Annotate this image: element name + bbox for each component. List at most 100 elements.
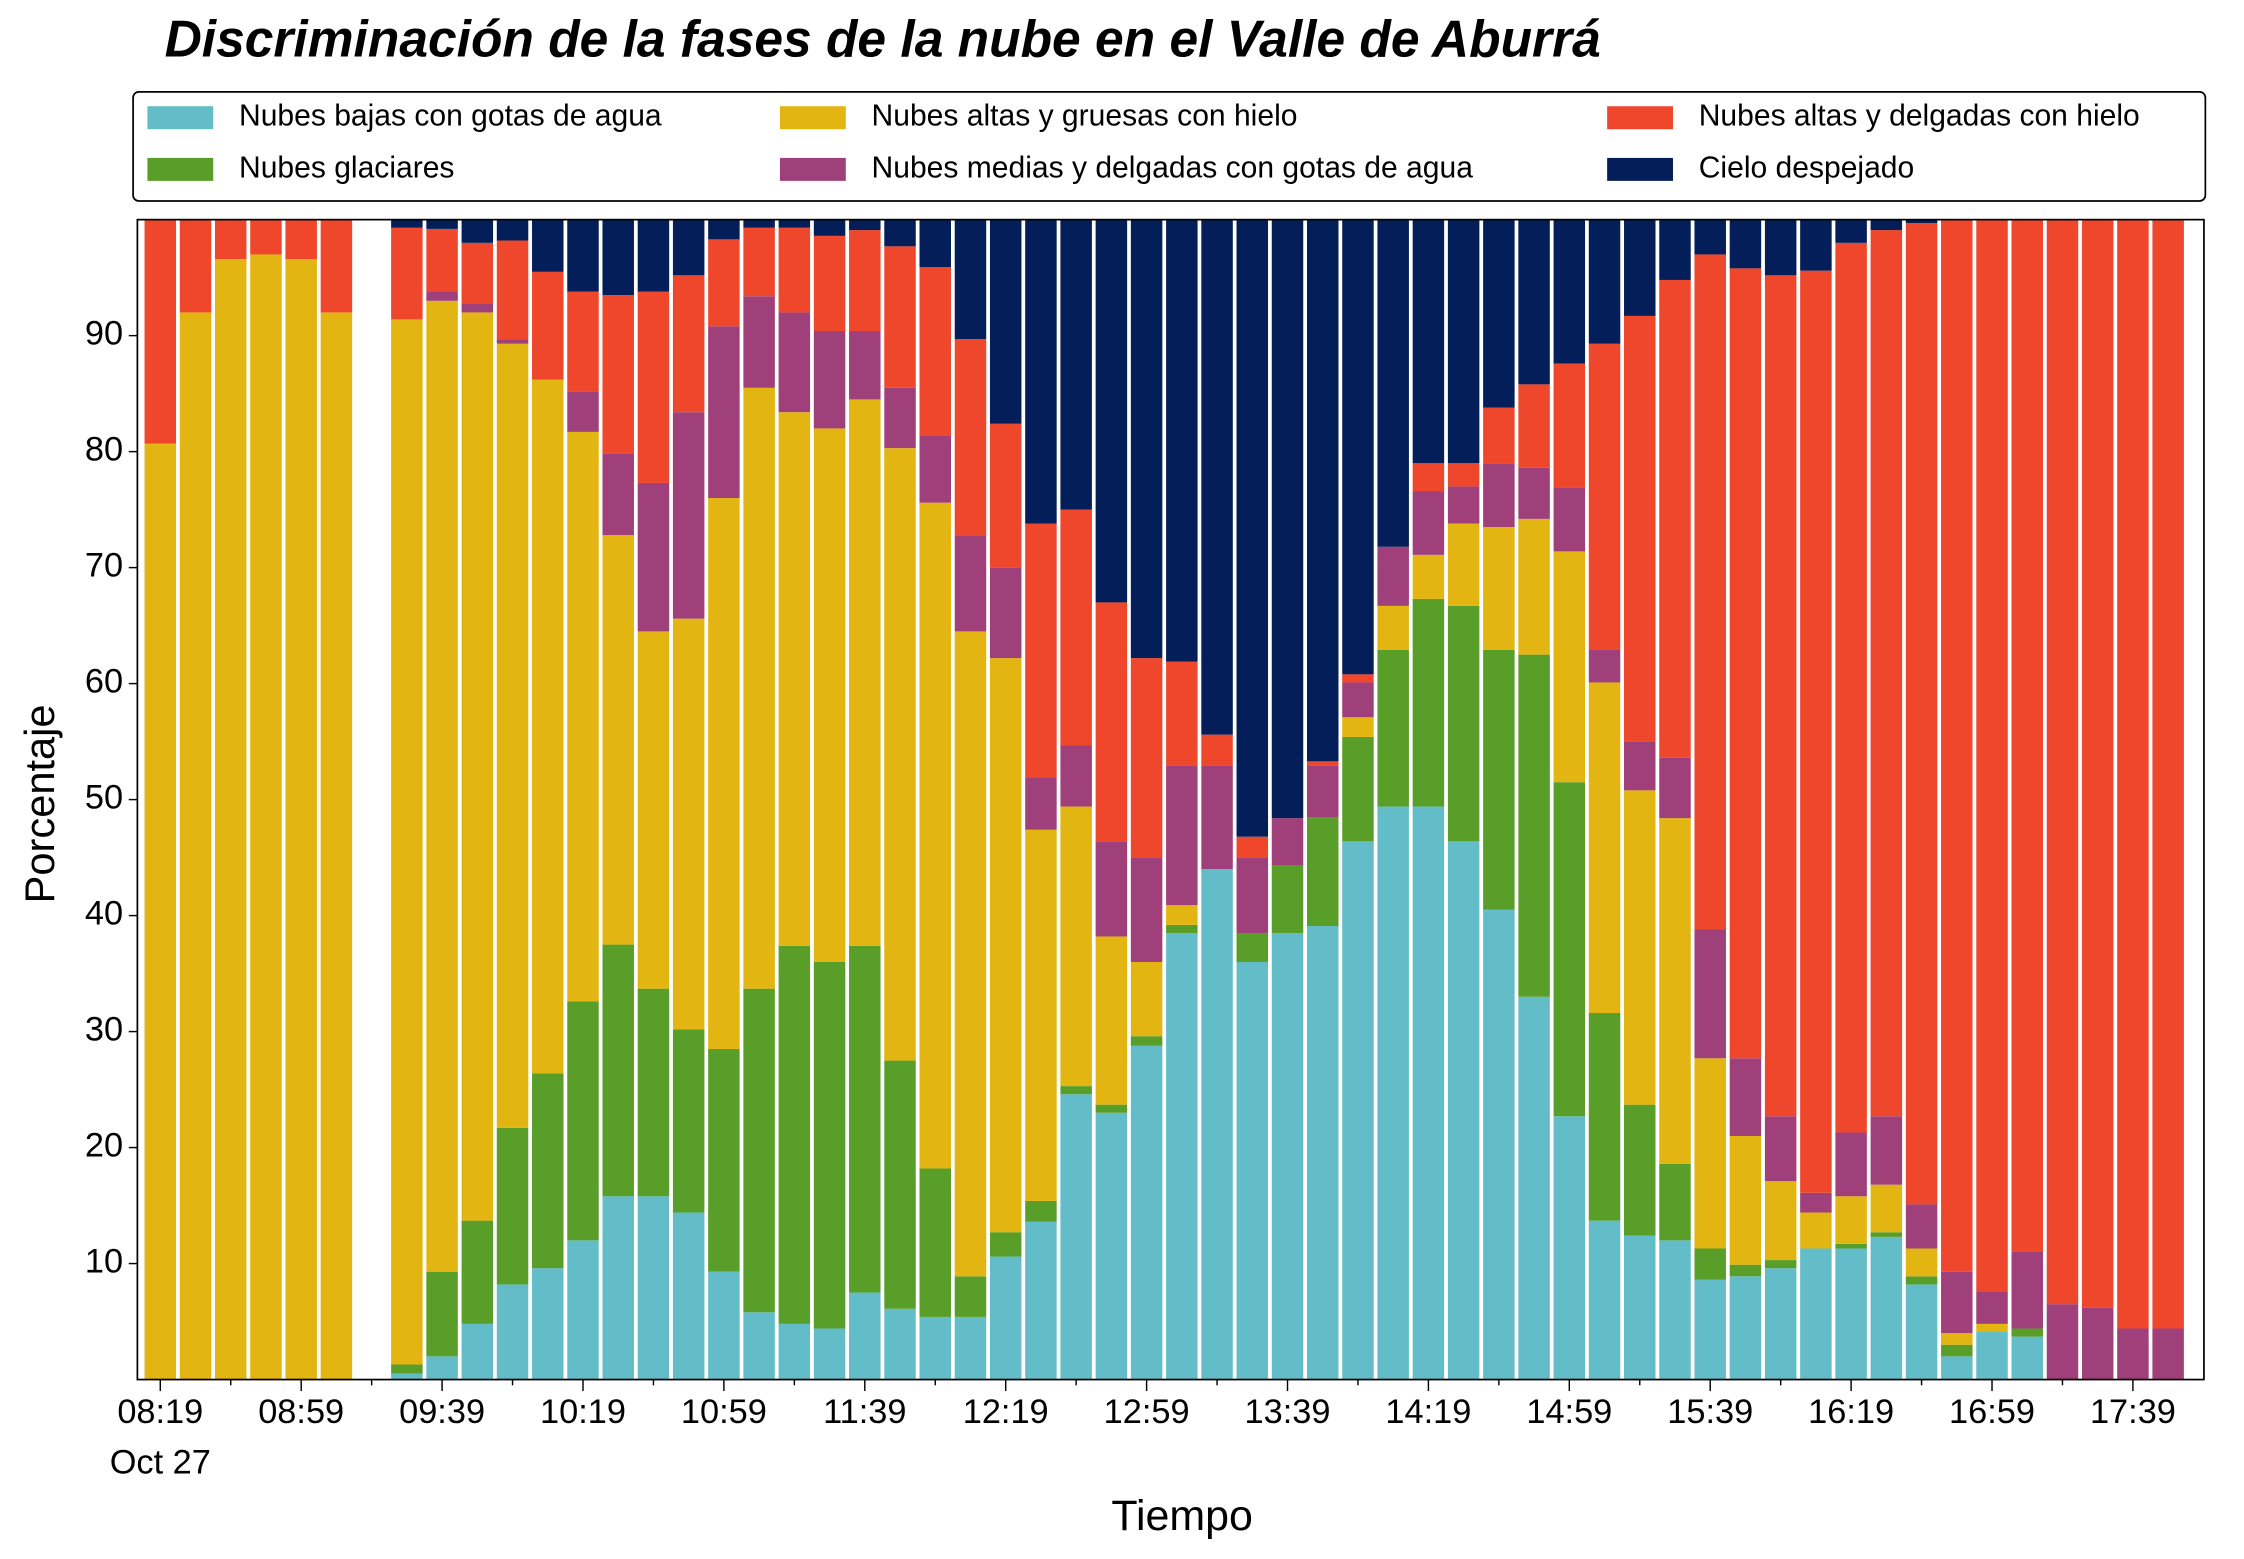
x-tick-label: 10:19 — [540, 1393, 626, 1431]
bar-segment — [1236, 961, 1269, 1380]
bar-segment — [1870, 1116, 1903, 1185]
bar-segment — [1694, 254, 1726, 930]
bar-segment — [1130, 961, 1163, 1037]
bar-segment — [1976, 1332, 2008, 1380]
bar-segment — [1342, 219, 1374, 675]
bar-segment — [1342, 674, 1374, 683]
bar-segment — [1800, 219, 1832, 271]
bar-segment — [496, 240, 529, 340]
bar-segment — [813, 961, 846, 1329]
y-tick-label: 50 — [85, 779, 123, 817]
bar-segment — [813, 235, 846, 331]
x-tick-label: 13:39 — [1245, 1393, 1331, 1431]
legend-label: Cielo despejado — [1699, 151, 1915, 184]
bar-segment — [144, 443, 177, 1380]
bar-segment — [1306, 765, 1339, 817]
bar-segment — [1412, 806, 1445, 1380]
bar-segment — [1553, 782, 1586, 1117]
bar-segment — [849, 945, 881, 1293]
bar-segment — [1025, 829, 1057, 1201]
bar-segment — [1412, 491, 1445, 555]
bar-segment — [1130, 219, 1163, 659]
bar-segment — [1342, 736, 1374, 842]
bar-segment — [1870, 230, 1903, 1117]
bar-segment — [1095, 936, 1128, 1105]
x-date-label: Oct 27 — [110, 1443, 211, 1481]
bar-segment — [849, 219, 881, 231]
bar-segment — [989, 219, 1022, 424]
bar-segment — [1060, 219, 1092, 510]
x-axis-label: Tiempo — [1111, 1492, 1253, 1540]
bar-segment — [567, 431, 599, 1002]
bar-segment — [1729, 219, 1762, 269]
bar-segment — [1060, 509, 1092, 746]
bar-segment — [1166, 932, 1198, 1380]
bar-segment — [567, 391, 599, 432]
bar-segment — [743, 387, 775, 989]
bar-segment — [1553, 1116, 1586, 1380]
legend-swatch — [147, 106, 214, 130]
y-tick-label: 20 — [85, 1127, 123, 1165]
bar-segment — [708, 1271, 740, 1380]
bar-segment — [1483, 407, 1515, 464]
bar-segment — [1060, 1086, 1092, 1095]
bar-segment — [1271, 818, 1304, 866]
bar-segment — [1342, 717, 1374, 737]
y-tick-label: 40 — [85, 895, 123, 933]
bar-segment — [1729, 1135, 1762, 1265]
x-tick-label: 08:59 — [258, 1393, 344, 1431]
bar-segment — [1095, 841, 1128, 937]
bar-segment — [1025, 219, 1057, 524]
bar-segment — [778, 312, 811, 413]
bar-segment — [567, 1001, 599, 1241]
bar-segment — [2152, 219, 2184, 1329]
bar-segment — [1060, 806, 1092, 1087]
bar-segment — [637, 291, 670, 483]
bar-segment — [1166, 661, 1198, 766]
bar-segment — [2046, 219, 2079, 1305]
bar-segment — [849, 399, 881, 946]
bar-segment — [1412, 598, 1445, 807]
bar-segment — [919, 267, 951, 436]
y-tick-label: 80 — [85, 431, 123, 469]
bar-segment — [813, 219, 846, 236]
legend-label: Nubes glaciares — [239, 151, 454, 184]
bar-segment — [1518, 996, 1550, 1380]
bar-segment — [1941, 1344, 1973, 1357]
bar-segment — [778, 219, 811, 228]
legend-label: Nubes medias y delgadas con gotas de agu… — [872, 151, 1474, 184]
bar-segment — [1588, 1220, 1621, 1380]
bar-segment — [813, 428, 846, 962]
bar-segment — [496, 343, 529, 1128]
x-tick-label: 17:39 — [2090, 1393, 2176, 1431]
x-tick-label: 16:59 — [1949, 1393, 2035, 1431]
bar-segment — [1764, 275, 1797, 1117]
bar-segment — [1201, 765, 1233, 870]
bar-segment — [919, 435, 951, 503]
y-tick-label: 10 — [85, 1243, 123, 1281]
bar-segment — [2011, 1328, 2043, 1337]
bar-segment — [1588, 343, 1621, 650]
bar-segment — [1764, 1181, 1797, 1261]
bar-segment — [461, 242, 494, 304]
bar-segment — [743, 296, 775, 388]
bar-segment — [426, 291, 458, 301]
bar-segment — [884, 1308, 916, 1380]
bar-segment — [1060, 745, 1092, 807]
legend-label: Nubes bajas con gotas de agua — [239, 100, 662, 133]
bar-segment — [1447, 463, 1480, 487]
bar-segment — [1870, 1236, 1903, 1380]
bar-segment — [1025, 777, 1057, 830]
bar-segment — [1835, 1248, 1867, 1380]
bar-segment — [1694, 929, 1726, 1059]
legend-label: Nubes altas y delgadas con hielo — [1699, 100, 2140, 133]
bar-segment — [1377, 219, 1409, 547]
bar-segment — [1306, 761, 1339, 766]
bar-segment — [532, 379, 564, 1074]
bar-segment — [1694, 1058, 1726, 1249]
bar-segment — [1447, 605, 1480, 842]
bar-segment — [1483, 463, 1515, 528]
bar-segment — [708, 498, 740, 1049]
bar-segment — [285, 219, 317, 260]
bar-segment — [708, 1048, 740, 1272]
